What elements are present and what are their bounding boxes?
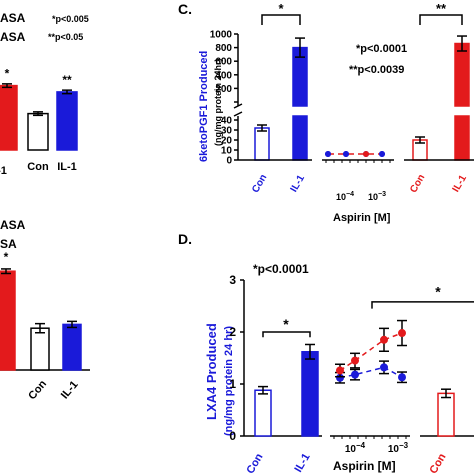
y-tick-label: 800 — [215, 43, 232, 54]
x-tick-label: IL-1 — [451, 173, 470, 194]
x-tick-label: 10−3 — [388, 441, 409, 455]
significance-bracket — [371, 301, 474, 309]
bar — [254, 389, 272, 437]
series-line — [339, 332, 403, 372]
x-tick-label: Con — [26, 378, 49, 402]
x-tick-label: IL-1 — [289, 173, 308, 194]
significance-marker: * — [4, 250, 9, 264]
x-tick-label: IL-1 — [59, 379, 81, 402]
panel-c-ylabel: 6ketoPGF1 Produced — [198, 51, 210, 162]
bar — [0, 270, 16, 371]
stat-label-2: **p<0.05 — [48, 32, 83, 42]
y-tick-label: 40 — [221, 116, 233, 127]
bar — [27, 112, 49, 151]
panel-c-ylabel-units: (ng/mg protein 24hr) — [213, 58, 223, 146]
y-tick-label: 3 — [229, 273, 236, 287]
panel-left-top: ASA ASA *p<0.005 **p<0.05 * Con ** IL-1 -1 — [0, 11, 89, 177]
data-point — [380, 363, 388, 372]
axis-break-mark — [233, 111, 243, 117]
data-point — [380, 335, 388, 344]
axis-break-mark — [233, 103, 243, 109]
y-tick-label: 600 — [215, 57, 232, 68]
significance-marker: ** — [436, 1, 447, 16]
y-tick-label: 0 — [226, 156, 232, 167]
x-tick-label: IL-1 — [57, 161, 77, 173]
y-tick-label: 2 — [229, 325, 236, 339]
y-tick-label: 30 — [221, 126, 233, 137]
significance-marker: * — [5, 67, 10, 81]
significance-marker: * — [278, 1, 284, 16]
bar — [437, 392, 455, 437]
bar — [62, 323, 82, 371]
y-tick-label: 400 — [215, 70, 232, 81]
bar — [0, 84, 18, 151]
x-tick-label: Con — [428, 451, 449, 474]
panel-d: D. LXA4 Produced (ng/mg protein 24 hr) *… — [178, 231, 474, 474]
significance-bracket — [262, 331, 311, 338]
x-tick-label: Con — [27, 161, 49, 173]
significance-bracket — [261, 14, 301, 25]
panel-c-xlabel: Aspirin [M] — [333, 212, 391, 224]
bar — [454, 42, 470, 107]
y-tick-label: 1 — [229, 377, 236, 391]
y-tick-label: 20 — [221, 136, 233, 147]
bar-group-panel-d: 0 1 2 3 10−4 10−3 Con IL-1 Con * * — [229, 273, 474, 474]
significance-marker: * — [435, 284, 441, 300]
x-tick-label: Con — [250, 173, 269, 195]
bar — [292, 115, 308, 161]
bar — [454, 115, 470, 161]
panel-d-ylabel-units: (ng/mg protein 24 hr) — [223, 326, 235, 436]
x-tick-label: Con — [408, 173, 427, 195]
x-tick-label: IL-1 — [292, 452, 312, 474]
panel-d-xlabel: Aspirin [M] — [333, 459, 396, 473]
y-tick-label: 0 — [229, 429, 236, 443]
panel-c-label: C. — [178, 1, 192, 17]
data-point — [336, 373, 344, 382]
data-point — [351, 356, 359, 365]
legend-entry-1: ASA — [0, 11, 26, 25]
stat-label-1: *p<0.005 — [52, 14, 89, 24]
legend-entry-2: ASA — [0, 30, 26, 44]
significance-marker: ** — [62, 73, 72, 87]
data-point — [336, 366, 344, 375]
x-tick-label: 10−3 — [368, 191, 386, 202]
data-point — [363, 151, 369, 157]
bar-group-left-bottom: * Con IL-1 — [0, 250, 90, 402]
significance-bracket — [419, 14, 463, 25]
x-tick-label: 10−4 — [345, 441, 366, 455]
data-point — [398, 329, 406, 338]
bar — [30, 327, 50, 371]
series-line — [339, 366, 403, 379]
x-tick-label: 10−4 — [336, 191, 354, 202]
legend-entry-4: SA — [0, 237, 17, 251]
data-point — [379, 151, 385, 157]
bar-group-left-top: * Con ** IL-1 -1 — [0, 67, 78, 177]
x-tick-label: -1 — [0, 165, 7, 177]
bar — [301, 351, 319, 437]
y-tick-label: 200 — [215, 84, 232, 95]
significance-marker: * — [283, 316, 289, 332]
data-point — [351, 370, 359, 379]
legend-entry-3: ASA — [0, 218, 26, 232]
panel-c-stat-1: *p<0.0001 — [356, 43, 407, 55]
y-tick-label: 1000 — [210, 30, 233, 41]
data-point — [398, 373, 406, 382]
data-point — [343, 151, 349, 157]
panel-d-stat-1: *p<0.0001 — [253, 262, 309, 276]
panel-left-bottom: ASA SA * Con IL-1 — [0, 218, 90, 402]
panel-c: C. 6ketoPGF1 Produced (ng/mg protein 24h… — [178, 1, 474, 224]
panel-d-ylabel: LXA4 Produced — [204, 323, 219, 420]
panel-c-stat-2: **p<0.0039 — [349, 64, 404, 76]
x-tick-label: Con — [245, 451, 266, 474]
bar — [56, 91, 78, 151]
y-tick-label: 10 — [221, 146, 233, 157]
bar — [254, 127, 270, 161]
panel-d-label: D. — [178, 231, 192, 247]
data-point — [325, 151, 331, 157]
